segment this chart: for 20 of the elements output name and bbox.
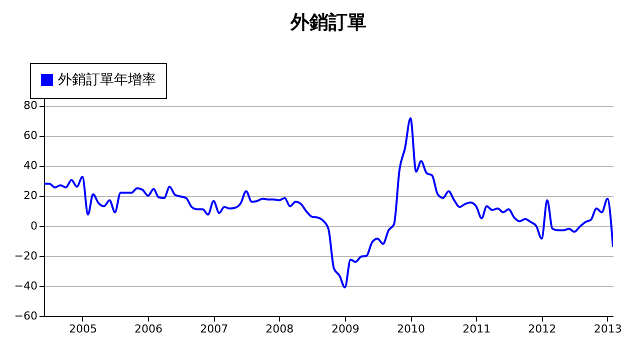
y-tick-label: 0 bbox=[30, 219, 38, 232]
y-tick-label: −20 bbox=[14, 249, 38, 262]
y-tick-label: −60 bbox=[14, 310, 38, 322]
y-tick-label: 40 bbox=[24, 159, 38, 172]
x-tick-label: 2007 bbox=[200, 322, 228, 336]
x-tick-label: 2008 bbox=[266, 322, 294, 336]
y-tick-label: 60 bbox=[24, 129, 38, 142]
y-tick-label: −40 bbox=[14, 279, 38, 292]
x-tick-label: 2011 bbox=[462, 322, 491, 336]
chart-title: 外銷訂單 bbox=[290, 12, 366, 34]
x-tick-label: 2010 bbox=[397, 322, 426, 336]
x-tick-label: 2006 bbox=[134, 322, 163, 336]
x-tick-label: 2013 bbox=[594, 322, 622, 336]
y-tick-label: 20 bbox=[24, 189, 38, 202]
y-tick-label: 80 bbox=[24, 99, 38, 112]
x-tick-label: 2009 bbox=[331, 322, 360, 336]
line-series bbox=[44, 117, 613, 288]
x-tick-label: 2005 bbox=[68, 322, 97, 336]
legend-label: 外銷訂單年增率 bbox=[58, 72, 156, 88]
x-tick-label: 2012 bbox=[528, 322, 556, 336]
